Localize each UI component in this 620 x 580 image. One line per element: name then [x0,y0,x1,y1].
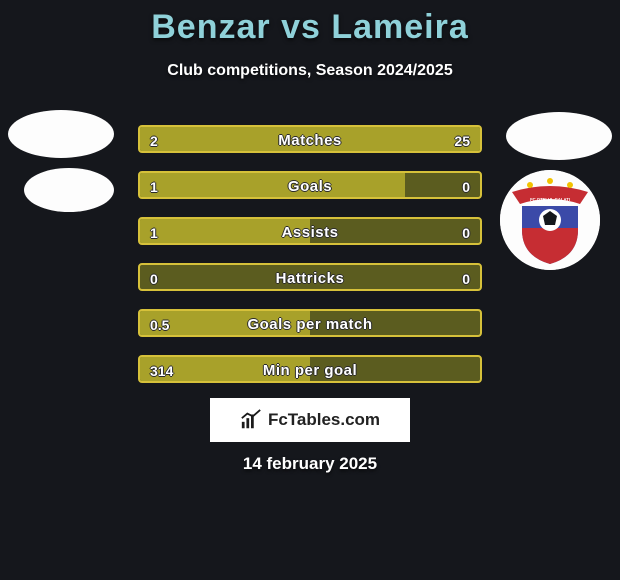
stat-bar-row: 10Goals [138,171,482,199]
stat-bar-row: 00Hattricks [138,263,482,291]
stat-bars: 225Matches 10Goals 10Assists 00Hattricks 0.5… [138,125,482,401]
player-left-avatar [8,110,114,158]
watermark: FcTables.com [210,398,410,442]
stat-bar-row: 0.5Goals per match [138,309,482,337]
stat-bar-row: 225Matches [138,125,482,153]
date-text: 14 february 2025 [0,454,620,474]
stat-bar-label: Min per goal [140,357,480,381]
club-right-crest-icon: FC OTELUL GALATI [500,170,600,270]
watermark-text: FcTables.com [268,410,380,430]
comparison-infographic: Benzar vs Lameira Club competitions, Sea… [0,0,620,580]
chart-icon [240,409,262,431]
stat-bar-label: Matches [140,127,480,151]
player-right-avatar [506,112,612,160]
subtitle: Club competitions, Season 2024/2025 [0,62,620,80]
stat-bar-row: 314Min per goal [138,355,482,383]
stat-bar-label: Goals per match [140,311,480,335]
page-title: Benzar vs Lameira [0,8,620,47]
svg-text:FC OTELUL GALATI: FC OTELUL GALATI [530,197,570,202]
stat-bar-label: Hattricks [140,265,480,289]
stat-bar-label: Goals [140,173,480,197]
club-left-avatar [24,168,114,212]
stat-bar-label: Assists [140,219,480,243]
club-right-avatar: FC OTELUL GALATI [500,170,600,270]
stat-bar-row: 10Assists [138,217,482,245]
